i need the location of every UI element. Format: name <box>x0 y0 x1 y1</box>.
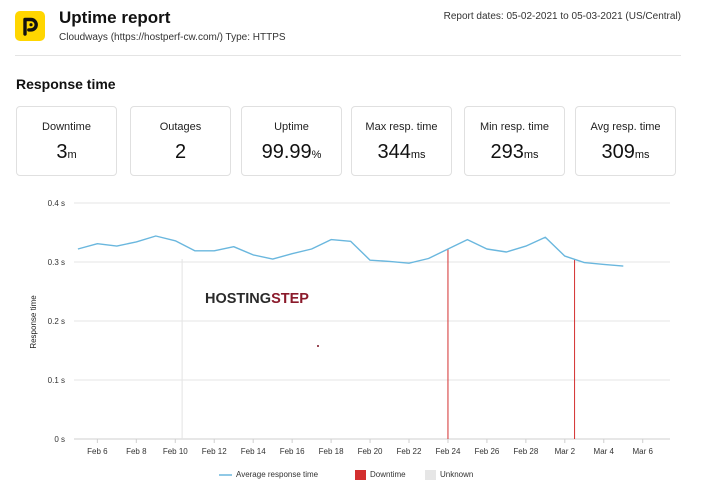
response-time-chart: 0.4 s 0.3 s 0.2 s 0.1 s 0 s Feb 6 Feb 8 Feb 10 F… <box>29 199 670 456</box>
stat-label: Downtime <box>42 121 91 133</box>
x-tick-label: Feb 26 <box>474 447 499 456</box>
watermark-dot <box>317 345 319 347</box>
stat-card-outages: Outages 2 <box>130 106 231 176</box>
stat-card-min-resp: Min resp. time 293ms <box>464 106 565 176</box>
monitor-subtitle: Cloudways (https://hostperf-cw.com/) Typ… <box>59 32 286 43</box>
x-tick-label: Feb 20 <box>358 447 383 456</box>
stat-value: 309ms <box>601 141 650 163</box>
x-tick-label: Feb 14 <box>241 447 266 456</box>
logo-icon <box>23 17 38 36</box>
x-tick-label: Mar 6 <box>633 447 654 456</box>
stat-label: Outages <box>159 121 202 133</box>
y-tick-label: 0.1 s <box>48 376 65 385</box>
legend-swatch-downtime <box>355 470 366 480</box>
stat-label: Avg resp. time <box>590 121 661 133</box>
x-tick-label: Mar 2 <box>555 447 576 456</box>
x-tick-label: Mar 4 <box>594 447 615 456</box>
y-axis-label: Response time <box>29 295 38 349</box>
y-tick-label: 0.2 s <box>48 317 65 326</box>
stat-label: Uptime <box>274 121 309 133</box>
app-logo <box>15 11 45 41</box>
legend-swatch-unknown <box>425 470 436 480</box>
x-tick-label: Feb 22 <box>397 447 422 456</box>
page-title: Uptime report <box>59 8 171 27</box>
legend-swatch-line <box>219 474 232 476</box>
stat-value: 99.99% <box>261 141 322 163</box>
x-tick-label: Feb 6 <box>87 447 108 456</box>
x-tick-label: Feb 24 <box>436 447 461 456</box>
x-tick-label: Feb 10 <box>163 447 188 456</box>
stat-value: 293ms <box>490 141 539 163</box>
section-title: Response time <box>16 76 116 92</box>
stat-card-uptime: Uptime 99.99% <box>241 106 342 176</box>
x-tick-label: Feb 28 <box>513 447 538 456</box>
report-dates: Report dates: 05-02-2021 to 05-03-2021 (… <box>443 11 681 22</box>
y-tick-label: 0.3 s <box>48 258 65 267</box>
x-tick-label: Feb 18 <box>319 447 344 456</box>
watermark-logo: HOSTINGSTEP <box>205 291 309 307</box>
stat-value: 2 <box>174 141 187 163</box>
legend-downtime[interactable]: Downtime <box>370 470 406 479</box>
stat-card-downtime: Downtime 3m <box>16 106 117 176</box>
stat-card-avg-resp: Avg resp. time 309ms <box>575 106 676 176</box>
stat-value: 344ms <box>377 141 426 163</box>
x-tick-label: Feb 8 <box>126 447 147 456</box>
header-divider <box>15 55 681 56</box>
series-line-average-response-time <box>77 235 624 267</box>
legend-unknown[interactable]: Unknown <box>440 470 474 479</box>
y-tick-label: 0.4 s <box>48 199 65 208</box>
stat-card-max-resp: Max resp. time 344ms <box>351 106 452 176</box>
stat-label: Min resp. time <box>479 121 550 133</box>
y-tick-label: 0 s <box>54 435 65 444</box>
legend-average-response-time[interactable]: Average response time <box>236 470 319 479</box>
stat-label: Max resp. time <box>365 121 438 133</box>
x-tick-label: Feb 16 <box>280 447 305 456</box>
stat-value: 3m <box>56 141 77 163</box>
x-tick-label: Feb 12 <box>202 447 227 456</box>
